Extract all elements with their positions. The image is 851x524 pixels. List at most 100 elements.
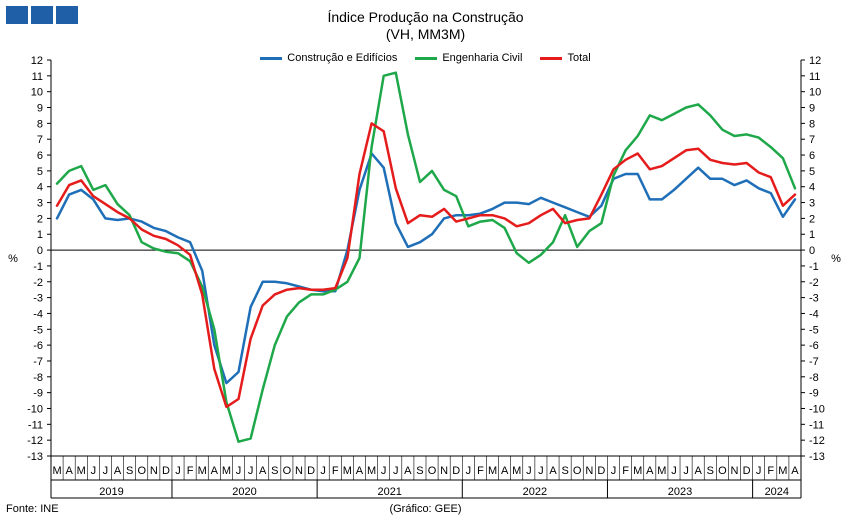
x-tick-label: S [271,465,278,477]
x-tick-label: J [466,465,472,477]
chart-legend: Construção e Edifícios Engenharia Civil To… [0,52,851,64]
y-tick-label-right: -8 [809,372,819,384]
y-tick-label-right: 3 [809,198,815,210]
x-tick-label: A [259,465,267,477]
x-tick-label: M [343,465,352,477]
x-tick-label: F [332,465,339,477]
x-tick-label: S [707,465,714,477]
source-note: Fonte: INE [6,503,59,515]
x-tick-label: J [756,465,762,477]
x-tick-label: M [52,465,61,477]
y-tick-label-right: -6 [809,340,819,352]
x-tick-label: M [77,465,86,477]
x-tick-label: O [718,465,727,477]
y-tick-label-left: 2 [37,213,43,225]
y-tick-label-left: -3 [33,293,43,305]
y-tick-label-right: 11 [809,71,820,83]
x-tick-label: A [356,465,364,477]
x-tick-label: J [526,465,532,477]
y-tick-label-left: -5 [33,324,43,336]
y-tick-label-left: 8 [37,118,43,130]
chart-credit: (Gráfico: GEE) [389,503,462,515]
series-line-total [55,122,797,409]
y-tick-label-right: -5 [809,324,819,336]
legend-label: Total [567,52,591,64]
y-tick-label-left: -8 [33,372,43,384]
y-tick-label-right: 1 [809,229,815,241]
y-tick-label-right: -4 [809,308,819,320]
y-tick-label-right: 0 [809,245,815,257]
y-tick-label-right: 12 [809,55,821,67]
y-tick-label-left: 4 [37,182,43,194]
y-tick-label-left: 1 [37,229,43,241]
y-tick-label-left: -11 [28,419,43,431]
y-tick-label-left: -10 [27,403,43,415]
x-tick-label: J [393,465,399,477]
x-tick-label: M [633,465,642,477]
y-tick-label-left: -4 [33,308,43,320]
y-tick-label-right: 6 [809,150,815,162]
y-tick-label-left: 3 [37,198,43,210]
x-tick-label: J [91,465,97,477]
legend-label: Construção e Edifícios [287,52,398,64]
y-tick-label-right: 8 [809,118,815,130]
y-tick-label-left: 5 [37,166,43,178]
x-tick-label: M [488,465,497,477]
y-tick-label-left: 6 [37,150,43,162]
y-tick-label-left: 9 [37,103,43,115]
legend-item: Construção e Edifícios [260,52,397,64]
legend-label: Engenharia Civil [442,52,523,64]
y-tick-label-right: -3 [809,293,819,305]
x-tick-label: J [611,465,617,477]
x-tick-label: D [597,465,605,477]
y-tick-label-left: 11 [32,71,43,83]
y-tick-label-left: 7 [37,134,43,146]
year-label: 2022 [523,486,547,498]
x-tick-label: M [778,465,787,477]
x-tick-label: O [137,465,146,477]
x-tick-label: A [114,465,122,477]
y-axis-label-left: % [8,253,18,265]
y-tick-label-right: 2 [809,213,815,225]
legend-swatch [260,56,283,60]
x-tick-label: S [416,465,423,477]
x-tick-label: D [743,465,751,477]
logo-block [6,6,28,24]
x-tick-label: S [126,465,133,477]
x-tick-label: N [295,465,303,477]
x-tick-label: O [283,465,292,477]
x-tick-label: J [671,465,677,477]
year-label: 2021 [377,486,401,498]
y-tick-label-right: 5 [809,166,815,178]
year-label: 2023 [668,486,692,498]
y-tick-label-right: 10 [809,87,821,99]
logo-block [31,6,53,24]
year-label: 2019 [99,486,123,498]
y-tick-label-left: -12 [27,435,43,447]
legend-swatch [540,56,563,60]
x-tick-label: M [198,465,207,477]
y-tick-label-right: -12 [809,435,825,447]
y-tick-label-right: 7 [809,134,815,146]
x-tick-label: M [512,465,521,477]
y-tick-label-right: 9 [809,103,815,115]
y-tick-label-left: -6 [33,340,43,352]
x-tick-label: D [452,465,460,477]
brand-logo [6,6,78,24]
x-tick-label: J [248,465,254,477]
chart-title: Índice Produção na Construção [327,9,524,25]
y-tick-label-right: -13 [809,451,825,463]
x-tick-label: J [103,465,109,477]
y-tick-label-right: -9 [809,388,819,400]
logo-block [56,6,78,24]
legend-item: Total [540,52,591,64]
series-line-engenharia-civil [55,71,797,443]
chart-subtitle: (VH, MM3M) [385,26,466,42]
x-tick-label: J [381,465,387,477]
y-tick-label-right: -1 [809,261,819,273]
year-label: 2024 [765,486,789,498]
x-tick-label: F [622,465,629,477]
legend-swatch [415,56,438,60]
x-tick-label: J [320,465,326,477]
x-tick-label: N [730,465,738,477]
